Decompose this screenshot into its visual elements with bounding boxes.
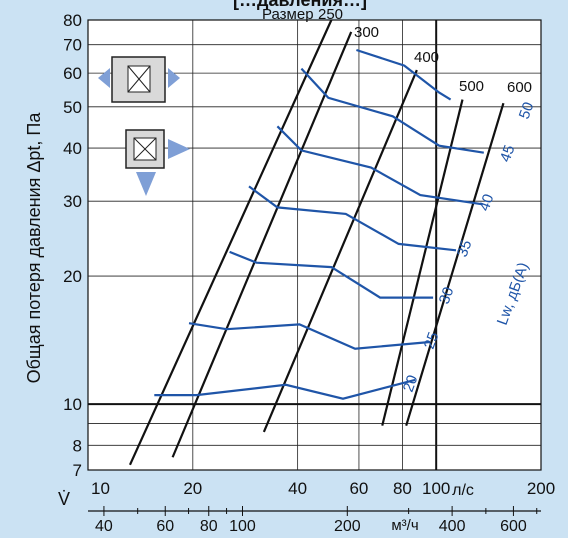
x-tick-label: 200 <box>527 479 555 498</box>
y-tick-label: 60 <box>63 64 82 83</box>
noise-line-50 <box>356 48 452 101</box>
size-label-250: 250 <box>318 6 343 23</box>
x2-unit-label: м³/ч <box>391 517 418 534</box>
x-tick-label: 80 <box>393 479 412 498</box>
x-tick-label: 100 <box>422 479 450 498</box>
x-tick-label: 60 <box>349 479 368 498</box>
flow-symbol: V̇ <box>58 489 70 509</box>
y-tick-label: 10 <box>63 395 82 414</box>
noise-label-20: 20 <box>400 373 422 394</box>
y-tick-label: 8 <box>73 436 82 455</box>
y-tick-label: 7 <box>73 461 82 480</box>
noise-line-30 <box>229 250 434 299</box>
noise-label-35: 35 <box>454 238 476 259</box>
chart-title: […давления…] <box>233 0 367 10</box>
size-line-300 <box>171 31 353 458</box>
size-lines: 250 300 400 500 600 <box>128 6 532 466</box>
size-label-600: 600 <box>507 79 532 96</box>
y-tick-label: 30 <box>63 192 82 211</box>
size-line-400 <box>262 69 418 433</box>
noise-label-45: 45 <box>497 143 519 164</box>
x2-tick-label: 80 <box>200 518 218 535</box>
noise-label-30: 30 <box>436 285 458 306</box>
x2-tick-label: 100 <box>229 518 256 535</box>
noise-level-lines: 20 25 30 35 40 45 50 <box>154 48 538 400</box>
size-line-600 <box>405 102 505 426</box>
y-tick-label: 80 <box>63 11 82 30</box>
noise-label-25: 25 <box>421 330 443 351</box>
size-label-300: 300 <box>354 24 379 41</box>
y-tick-label: 50 <box>63 98 82 117</box>
x-tick-label: 40 <box>288 479 307 498</box>
x-unit-label: л/с <box>452 482 474 499</box>
x2-tick-label: 600 <box>500 518 527 535</box>
damper-corner-icon <box>125 129 190 196</box>
x2-tick-label: 400 <box>439 518 466 535</box>
x-tick-label: 20 <box>183 479 202 498</box>
damper-bidirectional-icon <box>98 56 180 103</box>
noise-label-40: 40 <box>476 192 498 213</box>
noise-label-50: 50 <box>516 100 538 121</box>
x-tick-label: 10 <box>91 479 110 498</box>
y-tick-label: 20 <box>63 267 82 286</box>
size-label-500: 500 <box>459 78 484 95</box>
y-tick-label: 40 <box>63 139 82 158</box>
noise-line-20 <box>154 378 416 400</box>
size-line-500 <box>381 99 464 426</box>
x2-tick-label: 200 <box>334 518 361 535</box>
noise-line-35 <box>248 185 457 252</box>
size-label-400: 400 <box>414 49 439 66</box>
tick-labels: 7 8 10 20 30 40 50 60 70 80 10 20 40 60 80 100 200 40 60 80… <box>63 11 555 535</box>
noise-line-45 <box>300 67 484 154</box>
y-axis-label: Общая потеря давления Δpt, Па <box>24 112 44 384</box>
size-line-250 <box>128 19 333 466</box>
noise-line-25 <box>188 322 431 350</box>
x2-tick-label: 60 <box>156 518 174 535</box>
noise-line-40 <box>276 125 483 206</box>
x2-tick-label: 40 <box>95 518 113 535</box>
y-tick-label: 70 <box>63 36 82 55</box>
size-title: Размер <box>262 6 314 23</box>
